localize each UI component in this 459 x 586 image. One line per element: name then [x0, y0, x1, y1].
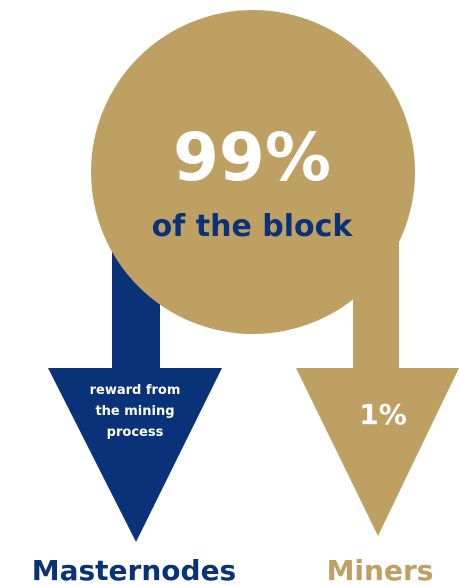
miners-arrow-head — [296, 368, 459, 536]
block-circle — [91, 10, 415, 334]
masternodes-arrow-head — [48, 368, 222, 542]
masternodes-reward-line-1: reward from — [90, 383, 181, 398]
miners-percent: 1% — [359, 398, 407, 431]
masternodes-reward-line-3: process — [107, 425, 164, 440]
masternodes-reward-line-2: the mining — [95, 404, 174, 419]
block-percent: 99% — [173, 119, 331, 196]
block-subtitle: of the block — [152, 209, 354, 244]
masternodes-label: Masternodes — [32, 554, 236, 586]
miners-label: Miners — [327, 554, 434, 586]
